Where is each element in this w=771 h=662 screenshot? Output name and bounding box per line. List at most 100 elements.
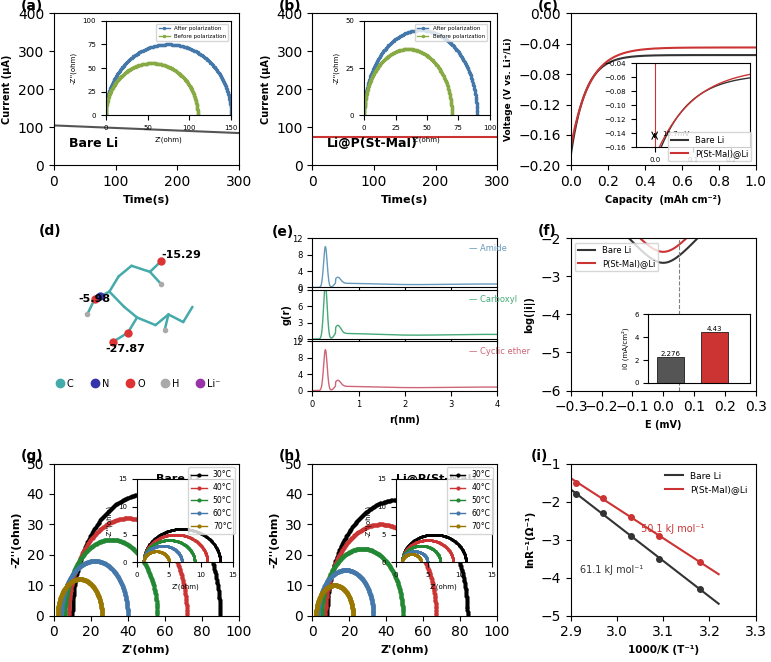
P(St-MaI)@Li (614, 213, 623, 220)
50°C (318, 595, 328, 603)
Bare Li (588, 502, 597, 510)
Line: 60°C: 60°C (317, 569, 375, 617)
Legend: 30°C, 40°C, 50°C, 60°C, 70°C: 30°C, 40°C, 50°C, 60°C, 70°C (188, 467, 235, 534)
Line: P(St-MaI)@Li: P(St-MaI)@Li (571, 48, 756, 146)
P(St-MaI)@Li (594, 492, 603, 500)
P(St-MaI)@Li (638, 521, 647, 529)
Bare Li (676, 51, 685, 59)
50°C (145, 570, 154, 578)
50°C (318, 602, 327, 610)
Text: (a): (a) (21, 0, 43, 13)
Legend: 30°C, 40°C, 50°C, 60°C, 70°C: 30°C, 40°C, 50°C, 60°C, 70°C (447, 467, 493, 534)
30°C (323, 595, 332, 603)
40°C (163, 540, 172, 547)
70°C (93, 592, 103, 600)
40°C (423, 561, 432, 569)
60°C (123, 612, 133, 620)
P(St-MaI)@Li (751, 44, 760, 52)
Y-axis label: -Z''(ohm): -Z''(ohm) (11, 511, 21, 568)
Bare Li (650, 256, 659, 264)
Text: -5.98: -5.98 (78, 295, 110, 305)
Y-axis label: Current (μA): Current (μA) (261, 55, 271, 124)
60°C (57, 604, 66, 612)
Text: N: N (102, 379, 109, 389)
30°C (462, 590, 471, 598)
Text: (d): (d) (39, 224, 62, 238)
X-axis label: Capacity  (mAh cm⁻²): Capacity (mAh cm⁻²) (605, 195, 722, 205)
P(St-MaI)@Li (690, 226, 699, 234)
70°C (53, 606, 62, 614)
50°C (398, 599, 407, 607)
60°C (364, 587, 373, 594)
Legend: Bare Li, P(St-MaI)@Li: Bare Li, P(St-MaI)@Li (575, 242, 658, 271)
70°C (348, 606, 358, 614)
70°C (97, 605, 106, 613)
P(St-MaI)@Li (588, 488, 597, 496)
Text: Bare Li: Bare Li (156, 474, 199, 484)
Bare Li (614, 224, 623, 232)
Text: -15.29: -15.29 (161, 250, 201, 260)
P(St-MaI)@Li (650, 246, 659, 254)
Line: 30°C: 30°C (326, 498, 469, 617)
Bare Li (651, 551, 660, 559)
Y-axis label: log(|i|): log(|i|) (524, 296, 535, 333)
50°C (385, 562, 394, 570)
P(St-MaI)@Li (746, 44, 756, 52)
30°C (393, 496, 402, 504)
P(St-MaI)@Li (651, 529, 660, 537)
70°C (53, 612, 62, 620)
Text: C: C (67, 379, 74, 389)
P(St-MaI)@Li (658, 248, 668, 256)
Bare Li (718, 51, 727, 59)
60°C (369, 606, 378, 614)
60°C (315, 600, 324, 608)
Line: 40°C: 40°C (67, 517, 188, 617)
40°C (182, 599, 191, 607)
Line: Bare Li: Bare Li (571, 55, 756, 154)
50°C (61, 601, 70, 609)
60°C (369, 612, 378, 620)
70°C (348, 608, 358, 616)
Line: 50°C: 50°C (64, 538, 159, 617)
40°C (64, 612, 73, 620)
50°C (399, 612, 408, 620)
40°C (123, 514, 133, 522)
Bare Li (702, 590, 711, 598)
50°C (153, 602, 162, 610)
X-axis label: r(nm): r(nm) (389, 415, 420, 425)
Y-axis label: Voltage (V vs. Li⁺/Li): Voltage (V vs. Li⁺/Li) (504, 38, 513, 141)
70°C (76, 575, 85, 583)
Text: O: O (137, 379, 145, 389)
Bare Li (690, 238, 699, 246)
30°C (204, 545, 213, 553)
30°C (69, 594, 78, 602)
P(St-MaI)@Li (706, 565, 715, 573)
Text: (g): (g) (21, 449, 43, 463)
Text: — Amide: — Amide (470, 244, 507, 253)
Y-axis label: Current (μA): Current (μA) (2, 55, 12, 124)
70°C (311, 607, 321, 615)
P(St-MaI)@Li (567, 163, 576, 171)
Bare Li (638, 541, 647, 549)
Bare Li (714, 600, 723, 608)
P(St-MaI)@Li (702, 562, 711, 570)
30°C (142, 490, 151, 498)
40°C (430, 594, 439, 602)
70°C (345, 595, 355, 603)
30°C (451, 548, 460, 556)
Line: 50°C: 50°C (320, 547, 404, 617)
30°C (325, 583, 334, 591)
40°C (182, 612, 191, 620)
Text: H: H (172, 379, 180, 389)
Text: -27.87: -27.87 (106, 344, 146, 354)
X-axis label: E (mV): E (mV) (645, 420, 682, 430)
70°C (330, 581, 339, 589)
60°C (342, 566, 351, 574)
70°C (312, 604, 322, 612)
Bare Li (557, 479, 567, 487)
P(St-MaI)@Li (714, 570, 723, 578)
40°C (322, 598, 331, 606)
Text: Li⁻: Li⁻ (207, 379, 221, 389)
50°C (107, 536, 116, 544)
30°C (463, 597, 472, 605)
